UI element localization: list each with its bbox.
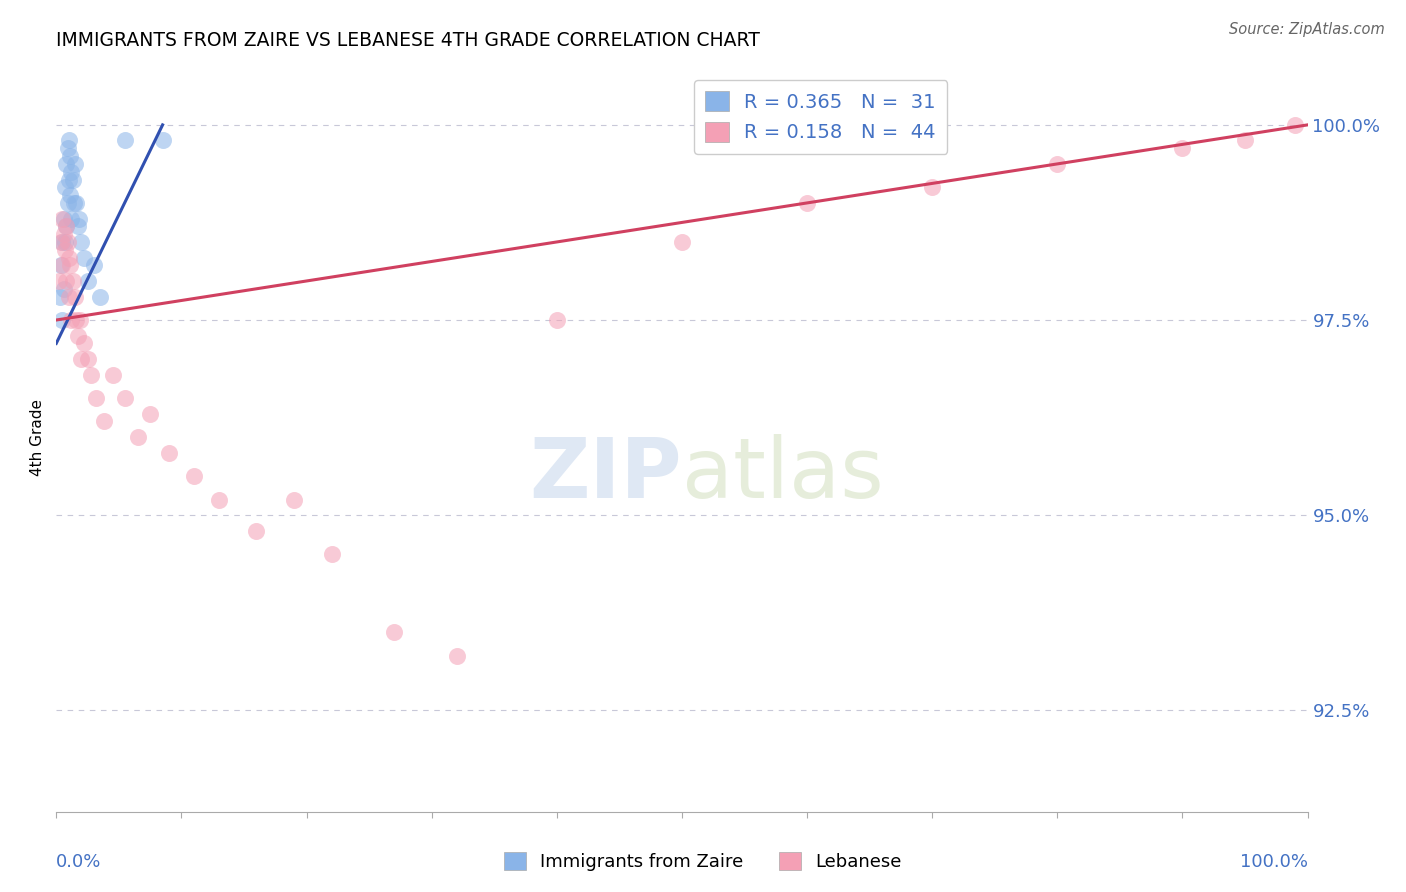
Point <box>53 180 76 194</box>
Point <box>446 648 468 663</box>
Point <box>51 211 73 226</box>
Point <box>66 328 89 343</box>
Point <box>58 289 80 303</box>
Point <box>382 625 405 640</box>
Legend: R = 0.365   N =  31, R = 0.158   N =  44: R = 0.365 N = 31, R = 0.158 N = 44 <box>693 79 948 153</box>
Point <box>84 391 107 405</box>
Point <box>55 219 77 234</box>
Point <box>101 368 124 382</box>
Point <box>48 274 70 288</box>
Point <box>80 368 103 382</box>
Point <box>59 188 82 202</box>
Point <box>139 407 162 421</box>
Point <box>55 274 77 288</box>
Point <box>208 492 231 507</box>
Point <box>63 289 86 303</box>
Text: atlas: atlas <box>682 434 883 515</box>
Point <box>66 219 89 234</box>
Point <box>157 445 180 459</box>
Point <box>76 351 98 366</box>
Point <box>546 313 568 327</box>
Legend: Immigrants from Zaire, Lebanese: Immigrants from Zaire, Lebanese <box>496 845 910 879</box>
Point <box>58 251 80 265</box>
Point <box>152 133 174 147</box>
Point <box>73 251 96 265</box>
Point <box>51 258 73 272</box>
Point <box>55 219 77 234</box>
Point <box>73 336 96 351</box>
Point <box>76 274 98 288</box>
Point <box>52 211 75 226</box>
Point <box>245 524 267 538</box>
Point <box>60 211 83 226</box>
Point <box>60 164 83 178</box>
Point <box>70 235 93 249</box>
Point <box>62 195 84 210</box>
Point <box>183 469 205 483</box>
Point <box>53 235 76 249</box>
Point <box>93 414 115 428</box>
Text: Source: ZipAtlas.com: Source: ZipAtlas.com <box>1229 22 1385 37</box>
Y-axis label: 4th Grade: 4th Grade <box>30 399 45 475</box>
Point <box>1284 118 1306 132</box>
Point <box>58 172 80 186</box>
Point <box>62 172 84 186</box>
Point <box>63 157 86 171</box>
Point <box>67 211 90 226</box>
Point <box>1046 157 1069 171</box>
Point <box>1234 133 1257 147</box>
Point <box>69 313 91 327</box>
Point <box>56 141 79 155</box>
Point <box>58 133 80 147</box>
Point <box>49 289 72 303</box>
Point <box>796 195 818 210</box>
Point <box>55 157 77 171</box>
Text: IMMIGRANTS FROM ZAIRE VS LEBANESE 4TH GRADE CORRELATION CHART: IMMIGRANTS FROM ZAIRE VS LEBANESE 4TH GR… <box>56 30 761 50</box>
Point <box>321 547 343 561</box>
Point <box>65 313 87 327</box>
Point <box>56 235 79 249</box>
Point <box>52 227 75 241</box>
Point <box>53 243 76 257</box>
Point <box>283 492 305 507</box>
Point <box>921 180 943 194</box>
Point <box>671 235 693 249</box>
Point <box>127 430 149 444</box>
Point <box>59 149 82 163</box>
Point <box>62 274 84 288</box>
Point <box>52 282 75 296</box>
Point <box>51 235 73 249</box>
Point <box>51 313 73 327</box>
Point <box>51 258 73 272</box>
Point <box>83 258 105 272</box>
Point <box>114 133 136 147</box>
Point <box>70 351 93 366</box>
Point <box>59 258 82 272</box>
Point <box>114 391 136 405</box>
Text: 100.0%: 100.0% <box>1240 853 1308 871</box>
Point <box>1171 141 1194 155</box>
Point <box>89 289 111 303</box>
Text: ZIP: ZIP <box>530 434 682 515</box>
Point <box>56 195 79 210</box>
Point <box>60 313 83 327</box>
Text: 0.0%: 0.0% <box>56 853 101 871</box>
Point <box>51 235 73 249</box>
Point <box>65 195 87 210</box>
